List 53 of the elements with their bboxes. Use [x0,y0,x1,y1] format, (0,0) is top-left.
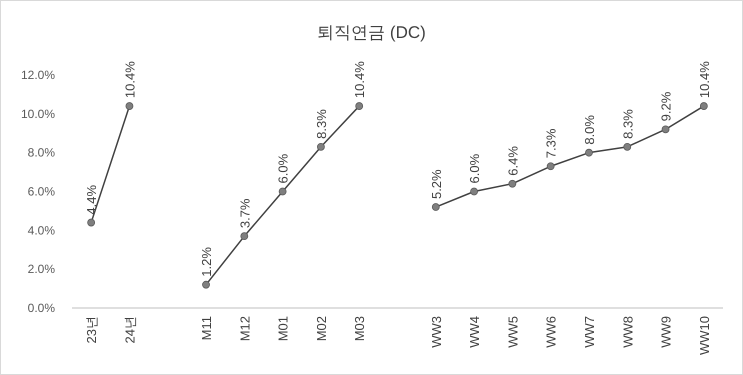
point [662,125,670,134]
y-tick-label: 4.0% [28,223,56,238]
x-tick-label: WW3 [428,316,444,348]
point [355,102,364,110]
x-tick-label: WW5 [505,316,520,348]
point [240,232,248,240]
data-label: 1.2% [199,246,214,277]
point [546,162,555,170]
x-tick-label: WW4 [467,316,482,348]
y-tick-label: 0.0% [28,301,56,315]
x-tick-label: M11 [199,316,214,340]
data-label: 5.2% [428,168,444,200]
point [585,148,593,157]
point [317,142,325,151]
x-tick-label: WW6 [544,316,559,348]
data-label: 8.0% [582,114,597,145]
point [432,203,440,211]
point [623,142,632,151]
point [470,188,478,196]
x-tick-label: M12 [237,316,252,342]
data-label: 3.7% [237,198,252,228]
data-label: 10.4% [122,60,138,98]
x-tick-label: 23년 [84,316,100,344]
data-label: 6.4% [505,146,520,176]
point [508,180,516,188]
data-label: 8.3% [620,108,636,139]
x-tick-label: M02 [314,316,329,342]
data-label: 10.4% [352,60,368,98]
y-tick-label: 6.0% [28,184,56,198]
y-tick-label: 8.0% [28,146,56,160]
point [126,102,134,110]
data-label: 8.3% [314,108,329,139]
data-label: 7.3% [544,128,559,158]
data-label: 6.0% [467,153,482,184]
data-label: 9.2% [658,91,674,122]
data-label: 10.4% [696,60,712,98]
x-tick-label: WW9 [658,316,674,348]
x-tick-label: M01 [276,316,291,342]
x-tick-label: 24년 [122,316,138,344]
chart-title: 퇴직연금 (DC) [317,23,426,42]
x-tick-label: WW10 [696,316,712,355]
x-tick-label: M03 [352,316,368,342]
x-tick-label: WW7 [582,316,597,348]
data-label: 6.0% [276,153,291,184]
point [87,218,96,226]
x-tick-label: WW8 [620,316,636,348]
y-tick-label: 2.0% [28,262,56,276]
y-tick-label: 10.0% [20,106,56,121]
point [202,280,210,289]
data-label: 4.4% [84,184,100,215]
y-tick-label: 12.0% [20,68,56,82]
point [278,188,287,196]
point [700,102,708,110]
